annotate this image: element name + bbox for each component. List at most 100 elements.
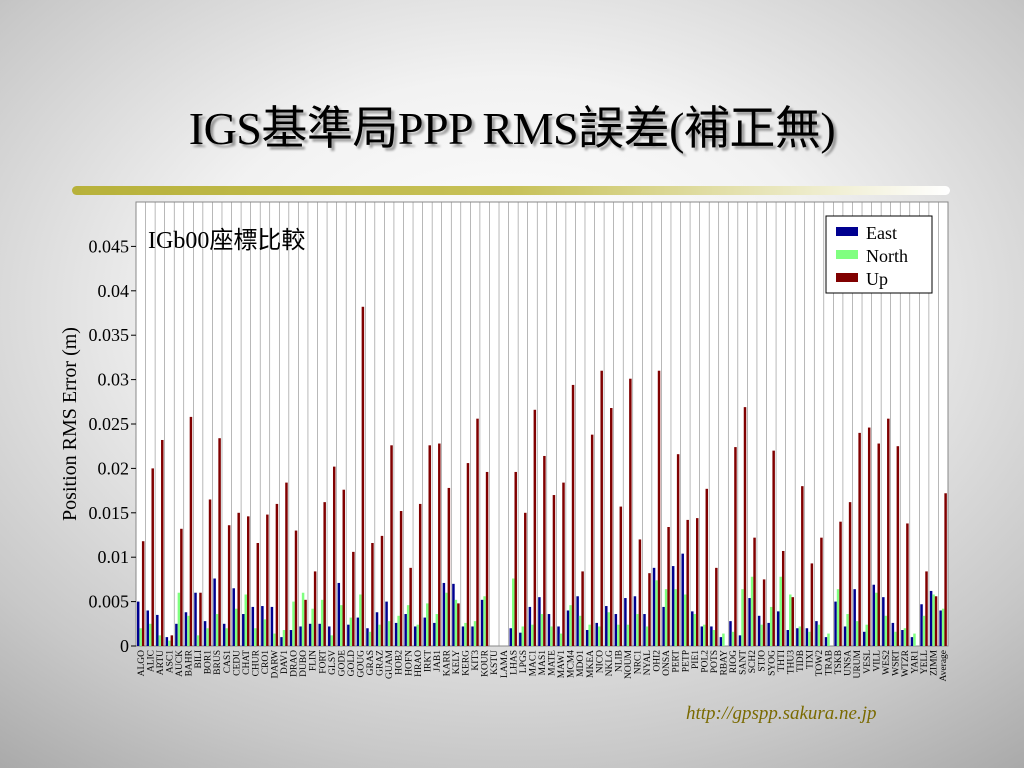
bar-east-yell <box>920 604 923 646</box>
x-tick-label: KSTU <box>490 650 500 675</box>
bar-up-gold <box>352 551 355 646</box>
bar-east-mas1 <box>538 597 541 646</box>
x-tick-label: LAMA <box>500 650 510 678</box>
x-tick-label: RIOG <box>729 650 739 673</box>
bar-up-auck <box>180 528 183 646</box>
bar-east-kour <box>480 599 484 646</box>
bar-east-pots <box>710 626 713 646</box>
bar-north-jab1 <box>435 614 439 646</box>
bar-north-thti <box>779 576 782 646</box>
bar-north-onsa <box>664 589 668 646</box>
bar-east-drao <box>289 630 293 646</box>
x-tick-label: GRAZ <box>376 650 386 676</box>
bar-up-sch2 <box>753 537 756 646</box>
bar-north-rbay <box>722 633 725 646</box>
bar-east-thu3 <box>786 630 790 646</box>
y-tick-label: 0.015 <box>89 503 130 523</box>
y-tick-label: 0.045 <box>89 236 130 256</box>
bar-east-ohi2 <box>652 567 656 646</box>
bar-up-zimm <box>934 596 938 646</box>
legend-swatch-north <box>836 250 858 259</box>
x-tick-label: CRO1 <box>261 650 271 675</box>
y-tick-label: 0.04 <box>98 281 130 301</box>
bar-east-dav1 <box>280 637 283 646</box>
bar-north-nico <box>597 626 601 646</box>
bar-north-fort <box>320 599 324 646</box>
bar-east-mcm4 <box>566 610 570 646</box>
bar-north-lhas <box>512 578 515 646</box>
x-tick-label: SANT <box>739 650 749 675</box>
bar-north-bor1 <box>206 628 209 646</box>
bar-up-hofn <box>409 567 412 646</box>
bar-east-dubo <box>299 626 302 646</box>
bar-north-dav1 <box>282 630 286 646</box>
bar-north-glsv <box>330 635 333 646</box>
bar-east-gold <box>347 624 350 646</box>
bar-north-bahr <box>187 615 190 646</box>
bar-east-thti <box>777 611 780 646</box>
legend: East North Up <box>825 215 933 294</box>
bar-north-algo <box>139 628 142 646</box>
x-tick-label: MAS1 <box>538 650 548 676</box>
bar-up-asc1 <box>170 635 174 646</box>
bar-up-glsv <box>332 466 336 646</box>
bar-up-kour <box>485 471 489 646</box>
x-tick-label: GODE <box>337 650 347 677</box>
bar-north-sch2 <box>750 576 754 646</box>
x-tick-label: TIDB <box>796 650 806 672</box>
bar-up-bor1 <box>208 499 212 646</box>
x-tick-label: GOLD <box>347 650 357 677</box>
bar-up-vill <box>877 443 880 646</box>
bar-east-average <box>939 610 942 646</box>
bar-east-stjo <box>757 615 761 646</box>
x-tick-label: HOFN <box>404 650 414 676</box>
bar-up-wsrt <box>896 446 900 646</box>
bar-up-gode <box>342 489 346 646</box>
bar-up-lpgs <box>524 512 527 646</box>
x-tick-label: WSRT <box>891 650 901 676</box>
bar-up-artu <box>161 439 164 646</box>
bar-north-gras <box>368 631 372 646</box>
bar-east-lhas <box>509 628 513 646</box>
slide-title: IGS基準局PPP RMS誤差(補正無) <box>188 103 836 154</box>
bar-north-zimm <box>932 594 935 646</box>
bar-up-mcm4 <box>571 384 575 646</box>
bar-east-wes2 <box>882 597 885 646</box>
bar-up-bahr <box>189 416 193 646</box>
bar-up-chur <box>256 542 260 646</box>
bar-up-thti <box>781 550 785 646</box>
x-tick-label: GUAM <box>385 649 395 679</box>
x-tick-label: BAHR <box>185 649 195 676</box>
bar-east-artu <box>156 614 159 646</box>
legend-label-north: North <box>866 246 908 266</box>
bar-up-mac1 <box>533 409 537 646</box>
bar-up-nrc1 <box>638 539 642 646</box>
bar-east-chur <box>251 606 255 646</box>
x-tick-label: THU3 <box>786 650 796 675</box>
bar-north-cas1 <box>225 628 228 646</box>
bar-east-sch2 <box>748 598 751 646</box>
bar-up-tow2 <box>820 537 823 646</box>
bar-up-nlib <box>619 506 623 646</box>
bar-north-yar1 <box>913 633 916 646</box>
bar-up-vesl <box>867 427 871 646</box>
bar-east-gode <box>337 582 341 646</box>
x-tick-label: YAR1 <box>911 650 921 674</box>
bar-east-algo <box>136 601 140 646</box>
bar-up-graz <box>380 535 384 646</box>
x-tick-label: DRAO <box>290 650 300 677</box>
x-tick-label: MAC1 <box>528 650 538 677</box>
bar-north-gode <box>340 605 343 646</box>
bar-up-bili <box>199 592 202 646</box>
x-tick-label: KERG <box>462 650 472 676</box>
bar-east-trab <box>824 637 828 646</box>
x-tick-label: POTS <box>710 650 720 673</box>
y-tick-label: 0.035 <box>89 325 130 345</box>
bar-up-onsa <box>667 527 670 646</box>
bar-north-nyal <box>645 626 649 646</box>
bar-up-mdo1 <box>581 571 584 646</box>
x-tick-label: VILL <box>872 650 882 672</box>
bar-east-gras <box>366 628 369 646</box>
x-tick-label: DUBO <box>299 650 309 677</box>
